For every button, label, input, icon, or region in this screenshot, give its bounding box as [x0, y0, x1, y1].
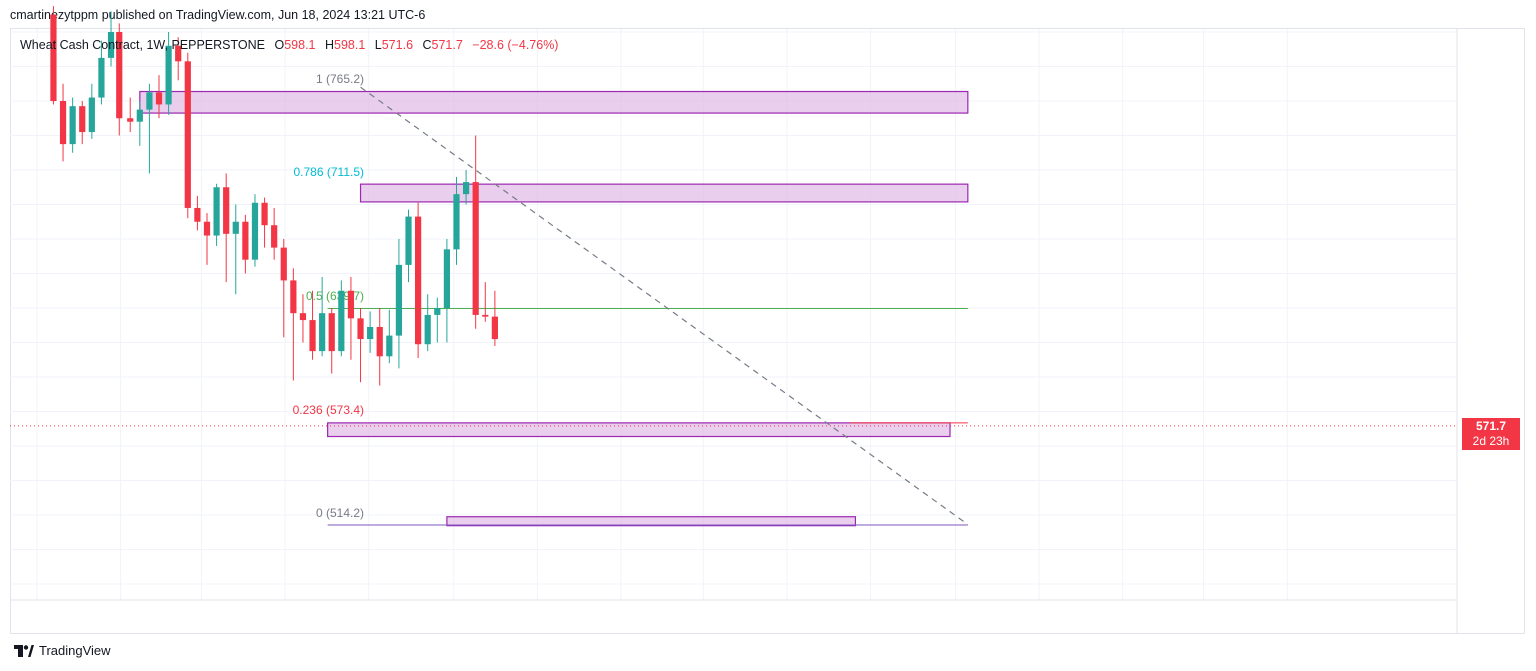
- candle-body: [482, 314, 489, 317]
- candle-body: [232, 221, 239, 234]
- supply-demand-zone: [327, 422, 951, 438]
- change-value: −28.6 (−4.76%): [472, 38, 559, 52]
- chart-frame: [10, 28, 1525, 634]
- candle-body: [194, 207, 201, 222]
- high-label: H: [324, 38, 335, 52]
- candle-body: [165, 45, 172, 105]
- bar-countdown: 2d 23h: [1472, 434, 1510, 448]
- candle-body: [367, 326, 374, 340]
- symbol-legend: Wheat Cash Contract, 1W, PEPPERSTONE O59…: [20, 38, 558, 52]
- trendline-dashed: [360, 86, 969, 525]
- high-value: 598.1: [334, 38, 366, 52]
- candle-body: [328, 313, 335, 352]
- candle-body: [79, 106, 86, 133]
- fib-level-label: 0.5 (639.7): [306, 289, 364, 303]
- candle-body: [69, 106, 76, 145]
- candle-body: [309, 320, 316, 352]
- candle-body: [453, 194, 460, 250]
- open-value: 598.1: [284, 38, 316, 52]
- last-price-tag: 571.7 2d 23h: [1462, 418, 1520, 450]
- fib-level-label: 0 (514.2): [316, 506, 364, 520]
- candle-body: [107, 32, 115, 58]
- candle-body: [395, 264, 403, 336]
- candle-body: [347, 290, 355, 319]
- candle-body: [242, 221, 249, 260]
- candle-body: [357, 318, 364, 340]
- candle-body: [405, 216, 412, 265]
- candle-body: [472, 182, 479, 315]
- publisher-header: cmartinezytppm published on TradingView.…: [10, 8, 426, 22]
- candle-body: [319, 313, 326, 352]
- close-value: 571.7: [431, 38, 463, 52]
- candle-body: [223, 187, 230, 234]
- close-label: C: [422, 38, 432, 52]
- candle-body: [50, 14, 57, 101]
- candle-body: [116, 32, 123, 119]
- footer-brand[interactable]: TradingView: [14, 643, 111, 658]
- candle-body: [376, 326, 383, 357]
- candle-body: [491, 316, 498, 340]
- symbol-title: Wheat Cash Contract, 1W, PEPPERSTONE: [20, 38, 265, 52]
- supply-demand-zone: [139, 90, 969, 114]
- candle-body: [136, 109, 143, 122]
- candle-body: [443, 249, 450, 308]
- brand-name: TradingView: [39, 643, 111, 658]
- candle-body: [424, 314, 431, 345]
- candle-body: [127, 118, 134, 122]
- candle-body: [462, 182, 470, 195]
- fib-level-label: 1 (765.2): [316, 72, 364, 86]
- fib-level-label: 0.236 (573.4): [293, 403, 364, 417]
- fib-level-label: 0.786 (711.5): [294, 165, 365, 179]
- candle-body: [434, 308, 441, 315]
- low-label: L: [374, 38, 382, 52]
- candle-body: [203, 221, 211, 236]
- candle-body: [338, 290, 345, 352]
- candle-body: [88, 97, 95, 133]
- last-price-value: 571.7: [1475, 419, 1507, 433]
- supply-demand-zone: [359, 183, 969, 203]
- candle-body: [175, 45, 182, 62]
- candle-body: [59, 101, 67, 145]
- open-label: O: [274, 38, 285, 52]
- candle-body: [415, 216, 422, 345]
- tradingview-logo-icon: [14, 644, 34, 657]
- candle-body: [299, 313, 307, 321]
- candle-body: [98, 57, 105, 98]
- supply-demand-zone: [446, 516, 857, 527]
- candle-body: [280, 247, 287, 281]
- candle-body: [271, 225, 278, 248]
- candle-body: [184, 61, 191, 208]
- candle-body: [290, 280, 297, 314]
- candle-body: [386, 335, 393, 357]
- candle-body: [251, 202, 259, 260]
- candle-body: [155, 92, 163, 105]
- low-value: 571.6: [381, 38, 414, 52]
- candle-body: [146, 92, 153, 110]
- candle-body: [213, 187, 220, 236]
- candle-body: [261, 202, 268, 226]
